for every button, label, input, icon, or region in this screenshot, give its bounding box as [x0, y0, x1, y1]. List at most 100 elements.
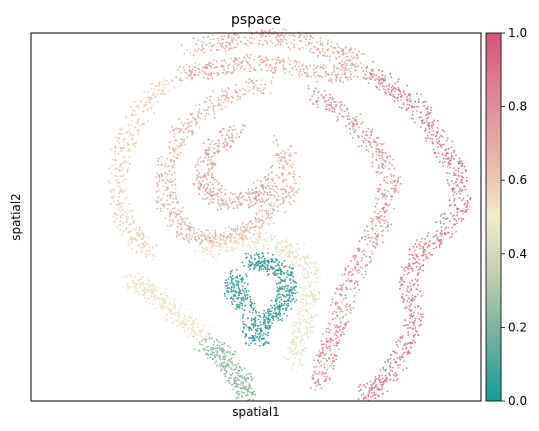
scatter-point — [428, 125, 430, 128]
scatter-point — [435, 230, 438, 233]
scatter-point — [456, 222, 459, 225]
scatter-point — [114, 152, 116, 155]
scatter-point — [464, 202, 467, 205]
scatter-point — [169, 141, 171, 143]
scatter-point — [197, 73, 200, 76]
scatter-point — [365, 145, 368, 148]
scatter-point — [128, 129, 131, 132]
scatter-point — [327, 39, 330, 42]
scatter-point — [324, 357, 327, 360]
scatter-point — [418, 318, 420, 320]
scatter-point — [223, 361, 226, 364]
scatter-point — [222, 38, 225, 40]
scatter-point — [232, 72, 234, 74]
scatter-point — [231, 129, 234, 132]
scatter-point — [222, 199, 224, 202]
scatter-point — [282, 58, 285, 60]
scatter-point — [241, 307, 244, 310]
scatter-point — [424, 129, 427, 132]
scatter-point — [330, 45, 332, 48]
scatter-point — [272, 140, 275, 143]
scatter-point — [383, 179, 386, 182]
scatter-point — [286, 244, 289, 247]
scatter-point — [333, 111, 336, 113]
scatter-point — [341, 66, 344, 69]
scatter-point — [402, 91, 405, 94]
scatter-point — [193, 323, 196, 326]
scatter-point — [322, 97, 325, 100]
scatter-point — [427, 116, 430, 119]
scatter-point — [319, 52, 322, 55]
scatter-point — [119, 165, 122, 168]
scatter-point — [267, 268, 269, 271]
scatter-point — [462, 209, 464, 212]
scatter-point — [405, 367, 408, 370]
scatter-point — [237, 200, 240, 203]
scatter-point — [250, 237, 253, 240]
scatter-point — [121, 214, 124, 216]
scatter-point — [346, 115, 349, 118]
scatter-point — [288, 252, 291, 254]
scatter-point — [383, 222, 386, 225]
scatter-point — [377, 190, 379, 193]
scatter-point — [135, 226, 138, 229]
scatter-point — [393, 100, 396, 103]
scatter-point — [200, 49, 203, 52]
scatter-point — [317, 378, 320, 380]
scatter-point — [207, 172, 210, 175]
scatter-point — [127, 240, 130, 243]
scatter-point — [159, 307, 162, 310]
scatter-point — [272, 312, 275, 315]
scatter-point — [460, 175, 463, 178]
scatter-point — [267, 331, 269, 334]
scatter-point — [326, 375, 328, 378]
scatter-point — [244, 89, 246, 91]
scatter-point — [317, 47, 320, 50]
scatter-point — [452, 194, 455, 196]
scatter-point — [174, 150, 176, 153]
scatter-point — [230, 228, 233, 231]
scatter-point — [189, 73, 192, 76]
scatter-point — [272, 261, 275, 263]
scatter-point — [208, 333, 211, 336]
scatter-point — [306, 68, 309, 71]
scatter-point — [369, 78, 372, 81]
scatter-point — [142, 123, 145, 125]
scatter-point — [318, 355, 321, 358]
scatter-point — [458, 217, 460, 220]
scatter-point — [142, 281, 145, 284]
scatter-point — [266, 342, 269, 344]
scatter-point — [316, 280, 319, 283]
scatter-point — [342, 53, 345, 56]
scatter-point — [277, 210, 279, 213]
scatter-point — [226, 149, 229, 151]
scatter-point — [453, 197, 456, 200]
scatter-point — [258, 235, 260, 238]
scatter-point — [341, 115, 343, 117]
scatter-point — [172, 180, 174, 182]
scatter-point — [210, 201, 213, 203]
scatter-point — [209, 348, 212, 351]
scatter-point — [461, 179, 464, 181]
scatter-point — [380, 383, 383, 386]
scatter-point — [276, 145, 279, 148]
scatter-point — [315, 260, 318, 263]
scatter-point — [231, 95, 233, 98]
scatter-point — [337, 67, 340, 69]
scatter-point — [295, 345, 298, 348]
scatter-point — [307, 256, 310, 259]
scatter-point — [188, 66, 191, 68]
scatter-point — [428, 240, 431, 243]
scatter-point — [211, 348, 214, 351]
scatter-point — [381, 165, 384, 168]
scatter-point — [215, 49, 218, 51]
scatter-point — [234, 58, 237, 61]
scatter-point — [214, 245, 217, 248]
scatter-point — [389, 362, 392, 364]
scatter-point — [308, 295, 311, 298]
scatter-point — [212, 254, 215, 256]
scatter-point — [258, 253, 260, 256]
scatter-point — [285, 271, 288, 274]
scatter-point — [306, 332, 308, 335]
scatter-point — [422, 246, 424, 248]
